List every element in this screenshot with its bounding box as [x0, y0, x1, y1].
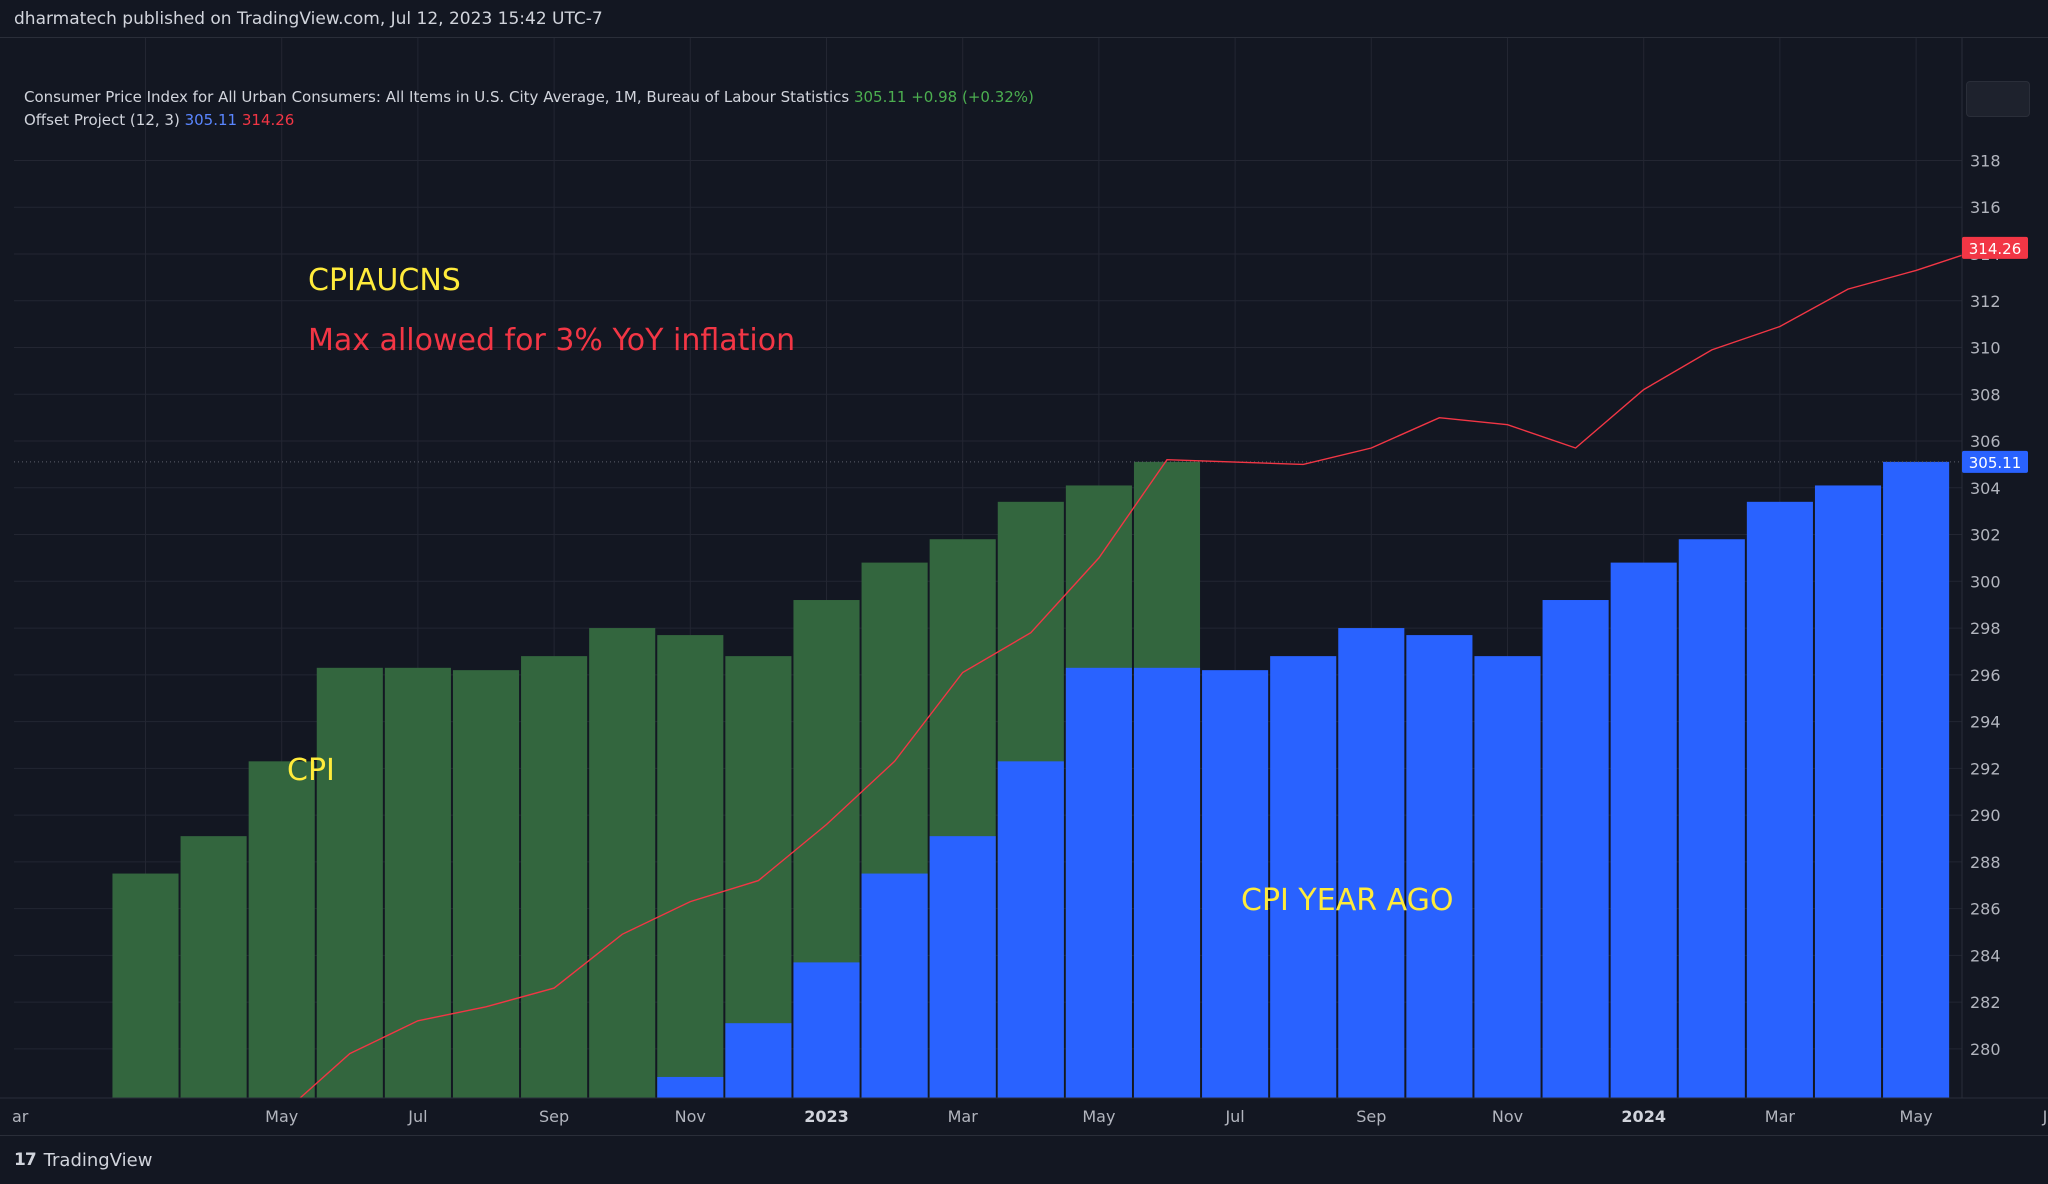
- legend: Consumer Price Index for All Urban Consu…: [24, 86, 1034, 132]
- legend-cpi-change: +0.98 (+0.32%): [911, 88, 1034, 106]
- bar: [180, 836, 247, 1098]
- annotation-text: CPI YEAR AGO: [1241, 883, 1453, 918]
- bar: [1883, 461, 1950, 1098]
- price-axis[interactable]: 280 282 284 286 288 290 292 294 296 298 300 302 304 3…: [1961, 38, 2001, 1098]
- bar: [725, 1023, 792, 1098]
- bar: [1610, 562, 1677, 1098]
- bar: [1542, 600, 1609, 1098]
- price-tick-label: 316: [1970, 198, 2001, 217]
- bar: [861, 873, 928, 1098]
- price-tick-label: 310: [1970, 339, 2001, 358]
- annotations: CPIAUCNS Max allowed for 3% YoY inflation…: [287, 263, 1453, 918]
- price-tick-label: 292: [1970, 759, 2001, 778]
- time-tick-label: Nov: [1492, 1107, 1523, 1126]
- price-tick-label: 304: [1970, 479, 2001, 498]
- annotation-text: CPIAUCNS: [308, 263, 461, 298]
- bar: [657, 635, 724, 1098]
- annotation-text: CPI: [287, 753, 335, 788]
- bar: [929, 836, 996, 1098]
- price-tick-label: 284: [1970, 946, 2001, 965]
- bar: [1814, 485, 1882, 1098]
- bar: [1746, 501, 1813, 1098]
- cpi-year-ago-bars: [657, 461, 1950, 1098]
- projection-line: [299, 254, 1962, 1098]
- legend-offset-value-red: 314.26: [241, 111, 295, 129]
- price-tick-label: 300: [1970, 572, 2001, 591]
- price-tick-label: 280: [1970, 1040, 2001, 1059]
- time-tick-label: ar: [12, 1107, 29, 1126]
- price-tick-label: 306: [1970, 432, 2001, 451]
- last-value-label-bg: [1962, 236, 2028, 259]
- time-tick-label: Mar: [948, 1107, 979, 1126]
- bar: [657, 1076, 724, 1098]
- bar: [1678, 539, 1745, 1098]
- time-tick-label: May: [265, 1107, 298, 1126]
- bar: [1065, 667, 1132, 1098]
- legend-cpi-title: Consumer Price Index for All Urban Consu…: [24, 88, 850, 106]
- published-text: dharmatech published on TradingView.com,…: [14, 8, 603, 29]
- time-tick-label: Sep: [539, 1107, 569, 1126]
- legend-offset-title: Offset Project (12, 3): [24, 111, 180, 129]
- price-tick-label: 302: [1970, 526, 2001, 545]
- time-tick-label: Sep: [1356, 1107, 1386, 1126]
- bar: [1202, 670, 1269, 1098]
- legend-row-offset[interactable]: Offset Project (12, 3) 305.11 314.26: [24, 109, 1034, 132]
- time-tick-label: May: [1082, 1107, 1115, 1126]
- price-tick-label: 308: [1970, 385, 2001, 404]
- bar: [521, 656, 588, 1098]
- time-tick-label: Jul: [407, 1107, 427, 1126]
- chart-area[interactable]: CPIAUCNS Max allowed for 3% YoY inflation…: [0, 38, 2048, 1136]
- time-tick-label: 2023: [804, 1107, 849, 1126]
- bar: [1270, 656, 1337, 1098]
- bar: [112, 873, 179, 1098]
- price-tick-label: 288: [1970, 853, 2001, 872]
- price-tick-label: 296: [1970, 666, 2001, 685]
- legend-row-cpi[interactable]: Consumer Price Index for All Urban Consu…: [24, 86, 1034, 109]
- price-tick-label: 294: [1970, 713, 2001, 732]
- bar: [452, 670, 520, 1098]
- price-tick-label: 318: [1970, 151, 2001, 170]
- chart-widget-button[interactable]: [1966, 81, 2030, 117]
- time-axis[interactable]: ar May Jul Sep Nov 2023 Mar May Jul Sep Nov 2024 Mar…: [0, 1097, 2048, 1126]
- price-tick-label: 312: [1970, 292, 2001, 311]
- bar: [1474, 656, 1541, 1098]
- published-info: dharmatech published on TradingView.com,…: [0, 0, 2048, 38]
- annotation-text: Max allowed for 3% YoY inflation: [308, 323, 795, 358]
- tradingview-logo-icon[interactable]: 17: [14, 1150, 37, 1170]
- bar: [793, 962, 860, 1098]
- time-tick-label: Jul: [1224, 1107, 1244, 1126]
- time-tick-label: 2024: [1621, 1107, 1666, 1126]
- bar: [1406, 635, 1473, 1098]
- price-tick-label: 282: [1970, 993, 2001, 1012]
- price-tick-label: 286: [1970, 900, 2001, 919]
- last-value-label-bg: [1962, 450, 2028, 473]
- bar: [248, 761, 315, 1098]
- chart-canvas[interactable]: CPIAUCNS Max allowed for 3% YoY inflation…: [0, 38, 2048, 1135]
- footer: 17 TradingView: [0, 1136, 2048, 1184]
- legend-offset-value-blue: 305.11: [184, 111, 238, 129]
- bar: [1133, 667, 1201, 1098]
- time-tick-label: May: [1900, 1107, 1933, 1126]
- bar: [316, 667, 383, 1098]
- last-value-labels: 314.26 305.11: [1962, 236, 2028, 473]
- bar: [1338, 628, 1405, 1098]
- time-tick-label: Jul: [2042, 1107, 2048, 1126]
- last-value-label: 305.11: [1969, 454, 2022, 472]
- bar: [384, 667, 451, 1098]
- price-tick-label: 290: [1970, 806, 2001, 825]
- time-tick-label: Mar: [1765, 1107, 1796, 1126]
- bar: [589, 628, 656, 1098]
- legend-cpi-value: 305.11: [853, 88, 907, 106]
- price-tick-label: 298: [1970, 619, 2001, 638]
- bar: [997, 761, 1064, 1098]
- tradingview-logo-text[interactable]: TradingView: [43, 1149, 153, 1171]
- time-tick-label: Nov: [675, 1107, 706, 1126]
- last-value-label: 314.26: [1969, 240, 2022, 258]
